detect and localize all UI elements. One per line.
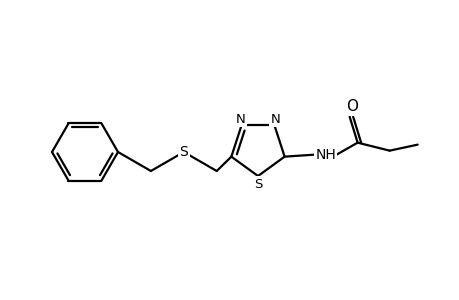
Text: S: S [179, 145, 188, 159]
Text: N: N [235, 113, 245, 126]
Text: O: O [345, 99, 357, 114]
Text: N: N [270, 113, 280, 126]
Text: S: S [253, 178, 262, 190]
Text: NH: NH [314, 148, 335, 162]
